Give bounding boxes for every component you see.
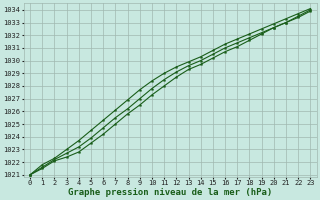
- X-axis label: Graphe pression niveau de la mer (hPa): Graphe pression niveau de la mer (hPa): [68, 188, 272, 197]
